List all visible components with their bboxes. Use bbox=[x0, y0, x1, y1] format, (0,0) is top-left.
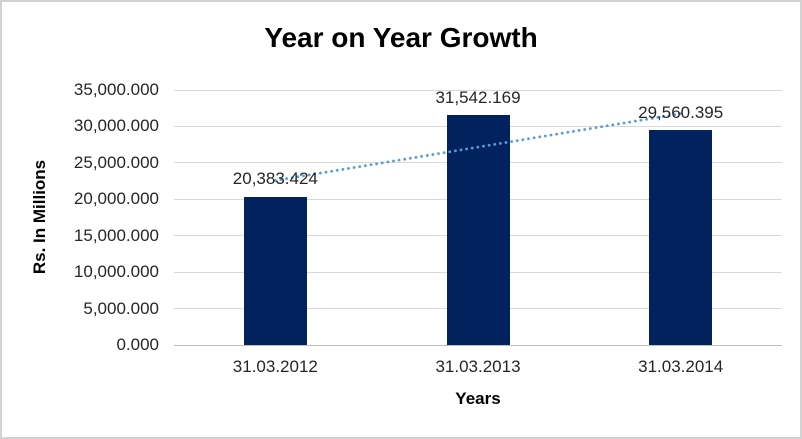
y-tick-label: 35,000.000 bbox=[73, 80, 159, 99]
y-axis-title: Rs. In Millions bbox=[30, 159, 49, 275]
x-tick-label: 31.03.2013 bbox=[435, 357, 521, 376]
plot-area bbox=[174, 89, 782, 346]
trendline bbox=[273, 112, 683, 182]
gridline bbox=[174, 344, 782, 346]
y-tick-label: 0.000 bbox=[116, 335, 159, 354]
y-tick-label: 10,000.000 bbox=[73, 262, 159, 282]
gridline bbox=[174, 89, 782, 91]
y-tick-label: 20,000.000 bbox=[73, 189, 159, 209]
bar-data-label: 31,542.169 bbox=[435, 88, 521, 108]
x-tick-label: 31.03.2012 bbox=[232, 357, 318, 376]
trendline-layer bbox=[273, 112, 683, 182]
y-tick-label: 5,000.000 bbox=[83, 298, 159, 318]
x-tick-label: 31.03.2014 bbox=[638, 357, 724, 376]
chart-title: Year on Year Growth bbox=[264, 22, 538, 53]
bar bbox=[649, 129, 713, 345]
x-axis-title: Years bbox=[455, 389, 501, 408]
bar bbox=[243, 196, 307, 345]
bar bbox=[446, 115, 510, 345]
y-tick-label: 25,000.000 bbox=[73, 152, 159, 172]
bar-data-label: 20,383.424 bbox=[232, 169, 318, 189]
y-tick-label: 15,000.000 bbox=[73, 225, 159, 245]
y-tick-label: 30,000.000 bbox=[73, 116, 159, 136]
bar-data-label: 29,560.395 bbox=[638, 102, 724, 122]
